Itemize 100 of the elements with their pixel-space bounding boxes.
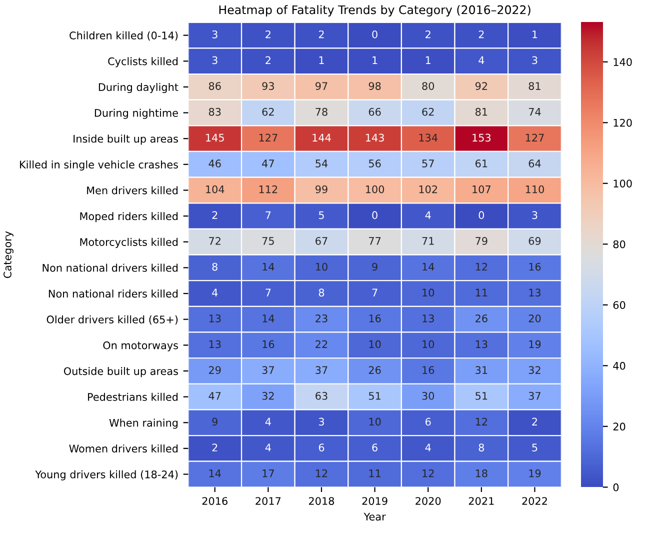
data-label: 78 [316, 108, 328, 116]
x-tick-label: 2016 [202, 497, 228, 505]
data-label: 47 [262, 160, 274, 168]
data-label: 77 [369, 237, 381, 245]
y-tick-label: Men drivers killed [87, 186, 178, 194]
data-label: 83 [208, 108, 221, 116]
y-tick-label: During nightime [94, 108, 178, 119]
data-label: 4 [425, 211, 431, 219]
data-label: 6 [426, 418, 431, 426]
x-tick-label: 2018 [308, 497, 334, 505]
data-label: 0 [372, 211, 378, 220]
y-tick-label: Women drivers killed [69, 444, 178, 453]
data-label: 4 [212, 288, 218, 296]
data-label: 3 [532, 211, 538, 220]
data-label: 7 [372, 288, 378, 296]
data-label: 12 [422, 469, 434, 478]
data-label: 19 [529, 469, 541, 478]
color-bar-label: 60 [613, 301, 626, 310]
data-label: 80 [422, 82, 434, 90]
data-label: 2 [532, 418, 537, 426]
data-label: 69 [528, 237, 541, 245]
data-label: 16 [529, 262, 541, 271]
data-label: 22 [316, 340, 328, 348]
x-axis-title: Year [364, 512, 386, 521]
x-tick-label: 2019 [362, 497, 388, 505]
color-bar-label: 40 [613, 362, 626, 370]
data-label: 63 [316, 392, 328, 400]
y-tick-label: Motorcyclists killed [80, 238, 178, 248]
data-label: 143 [366, 134, 384, 142]
data-label: 100 [366, 185, 384, 194]
data-label: 30 [422, 392, 434, 400]
data-label: 31 [476, 366, 488, 374]
data-label: 8 [212, 262, 218, 271]
data-label: 26 [368, 366, 381, 374]
data-label: 8 [478, 444, 484, 452]
data-label: 19 [529, 340, 541, 348]
data-label: 12 [476, 418, 488, 426]
data-label: 6 [372, 444, 378, 452]
data-label: 37 [528, 392, 540, 400]
data-label: 1 [426, 56, 430, 64]
y-tick-label: Non national drivers killed [42, 264, 178, 272]
data-label: 110 [526, 185, 544, 194]
x-tick-label: 2020 [416, 497, 441, 505]
data-label: 107 [472, 185, 490, 194]
data-label: 67 [316, 237, 328, 245]
data-label: 2 [266, 30, 270, 38]
data-label: 4 [425, 444, 431, 452]
data-label: 17 [262, 470, 274, 478]
data-label: 57 [422, 160, 434, 168]
data-label: 32 [262, 392, 274, 400]
data-label: 127 [259, 134, 278, 142]
data-label: 1 [372, 56, 378, 64]
y-tick-label: During daylight [98, 82, 178, 94]
data-label: 9 [372, 262, 378, 271]
data-label: 99 [316, 185, 328, 194]
x-tick-label: 2021 [468, 497, 494, 505]
data-label: 11 [369, 470, 380, 478]
data-label: 81 [528, 82, 540, 90]
data-label: 97 [316, 82, 328, 90]
data-label: 4 [265, 444, 271, 452]
y-tick-label: When raining [109, 418, 178, 429]
data-label: 3 [532, 56, 538, 64]
data-label: 14 [209, 470, 221, 478]
y-tick-label: Young drivers killed (18-24) [35, 470, 178, 480]
color-bar-label: 0 [613, 483, 619, 492]
data-label: 4 [265, 418, 271, 426]
data-label: 10 [422, 288, 434, 297]
x-tick-label: 2017 [256, 497, 281, 505]
data-label: 5 [532, 444, 538, 452]
data-label: 16 [369, 314, 381, 322]
data-label: 112 [259, 185, 278, 194]
data-label: 6 [318, 444, 324, 452]
color-bar-label: 120 [614, 118, 632, 127]
data-label: 2 [426, 30, 430, 38]
data-label: 79 [476, 237, 488, 245]
data-label: 102 [419, 185, 438, 194]
data-label: 16 [262, 340, 274, 348]
data-label: 0 [478, 211, 484, 220]
y-tick-label: Killed in single vehicle crashes [20, 160, 178, 171]
data-label: 13 [476, 340, 488, 348]
color-bar-label: 140 [614, 58, 632, 66]
y-tick-label: Non national riders killed [48, 290, 178, 298]
data-label: 1 [319, 56, 324, 64]
data-label: 71 [422, 237, 434, 245]
data-label: 92 [475, 82, 488, 90]
data-label: 32 [528, 366, 540, 374]
data-label: 14 [422, 262, 434, 271]
data-label: 3 [318, 418, 324, 426]
color-bar-label: 100 [614, 180, 632, 188]
data-label: 10 [369, 418, 381, 426]
data-label: 10 [316, 262, 328, 271]
data-label: 1 [532, 30, 538, 38]
y-tick-label: Outside built up areas [64, 367, 178, 378]
data-label: 2 [212, 211, 218, 219]
data-label: 16 [422, 366, 434, 374]
data-label: 98 [368, 82, 381, 90]
data-label: 3 [212, 30, 218, 38]
data-label: 46 [208, 160, 221, 168]
data-label: 11 [476, 288, 488, 296]
data-label: 74 [528, 108, 541, 116]
